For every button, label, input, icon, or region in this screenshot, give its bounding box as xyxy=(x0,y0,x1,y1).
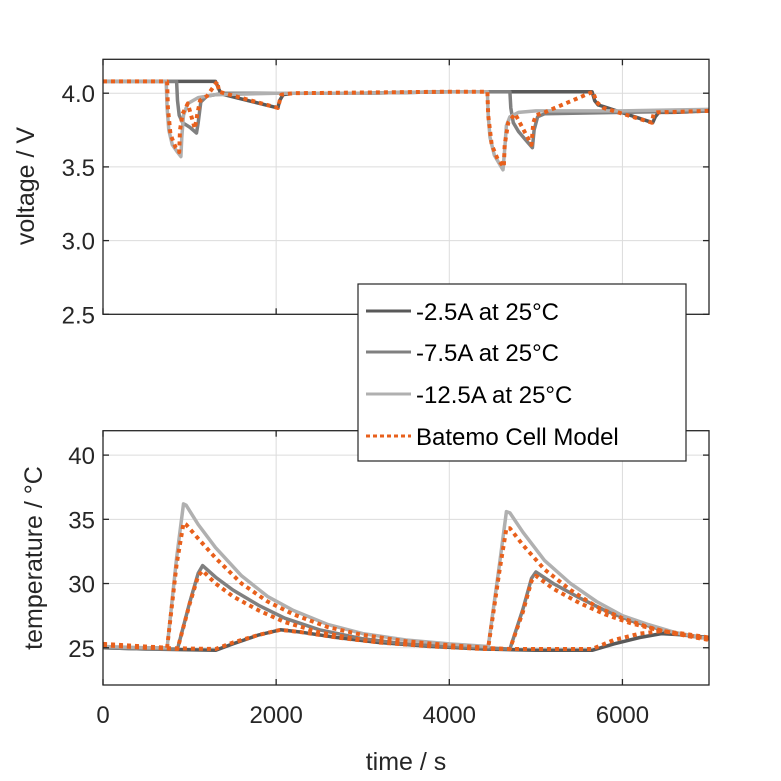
x-tick-label: 2000 xyxy=(249,702,302,729)
y-tick-label: 2.5 xyxy=(62,302,95,329)
y-tick-label: 35 xyxy=(68,507,95,534)
x-tick-label: 4000 xyxy=(423,702,476,729)
y-tick-label: 40 xyxy=(68,443,95,470)
voltage-series-group xyxy=(103,79,709,172)
legend-label: -12.5A at 25°C xyxy=(416,382,572,409)
model-series-line xyxy=(103,79,709,169)
voltage-plot-area xyxy=(103,59,709,314)
y-tick-label: 3.5 xyxy=(62,155,95,182)
legend-box xyxy=(357,283,687,462)
legend-label: -7.5A at 25°C xyxy=(416,340,559,367)
time-xlabel: time / s xyxy=(366,748,447,776)
y-tick-label: 4.0 xyxy=(62,81,95,108)
legend: -2.5A at 25°C -7.5A at 25°C -12.5A at 25… xyxy=(357,283,687,462)
temperature-ylabel: temperature / °C xyxy=(20,466,48,650)
legend-label: -2.5A at 25°C xyxy=(416,299,559,326)
x-tick-label: 0 xyxy=(96,702,109,729)
legend-entry: -2.5A at 25°C xyxy=(366,299,559,326)
voltage-panel: 2.5 3.0 3.5 4.0 voltage / V xyxy=(12,58,710,329)
temperature-series-group xyxy=(103,502,709,653)
x-tick-label: 6000 xyxy=(596,702,649,729)
time-xtick-labels: 0 2000 4000 6000 xyxy=(96,702,649,729)
model-series-line xyxy=(103,521,709,650)
y-tick-label: 25 xyxy=(68,636,95,663)
legend-entry: -12.5A at 25°C xyxy=(366,382,572,409)
legend-entry: Batemo Cell Model xyxy=(366,424,619,451)
legend-label: Batemo Cell Model xyxy=(416,424,619,451)
voltage-ytick-labels: 2.5 3.0 3.5 4.0 xyxy=(62,81,95,329)
legend-entry: -7.5A at 25°C xyxy=(366,340,559,367)
temperature-ytick-labels: 25 30 35 40 xyxy=(68,443,95,663)
voltage-ylabel: voltage / V xyxy=(12,127,40,245)
y-tick-label: 3.0 xyxy=(62,229,95,256)
y-tick-label: 30 xyxy=(68,572,95,599)
